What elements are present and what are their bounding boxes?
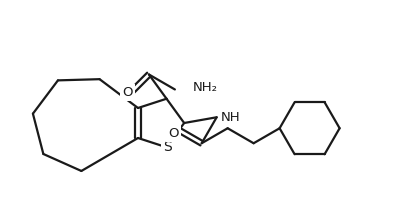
Text: S: S [163, 140, 172, 154]
Text: O: O [123, 86, 133, 99]
Text: NH₂: NH₂ [193, 81, 218, 94]
Text: NH: NH [220, 111, 240, 124]
Text: O: O [168, 127, 179, 140]
